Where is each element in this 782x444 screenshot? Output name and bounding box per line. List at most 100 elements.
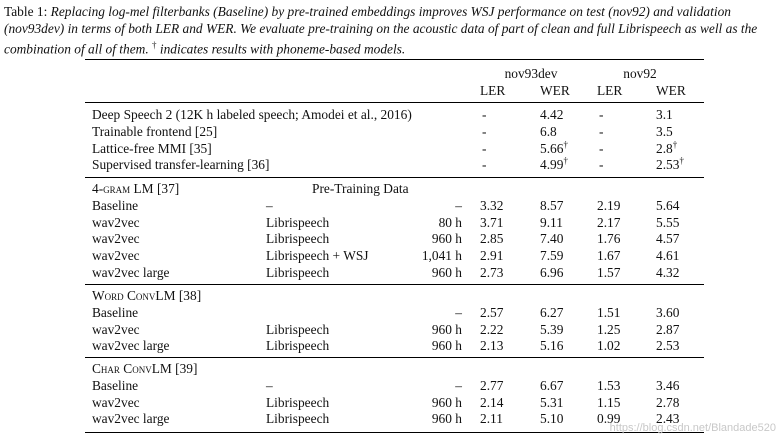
row-test-wer: 2.53 (656, 338, 680, 354)
section1-rule (85, 284, 704, 285)
row-test-wer: 5.64 (656, 197, 680, 213)
row-hours: 1,041 h (421, 248, 462, 264)
watermark: https://blog.csdn.net/Blandade520 (609, 422, 776, 434)
col-dev-wer: WER (540, 83, 570, 98)
row-test-ler: 1.25 (597, 321, 621, 337)
row-model-name: wav2vec (92, 394, 140, 410)
row-hours: 960 h (431, 231, 462, 247)
prior-test-ler: - (599, 107, 604, 122)
row-test-ler: 1.15 (597, 394, 621, 410)
row-test-wer: 4.32 (656, 265, 680, 280)
bottom-rule (85, 432, 704, 434)
row-dev-wer: 7.40 (540, 231, 564, 247)
section-title: Char ConvLM [39] (92, 361, 198, 376)
prior-test-ler: - (599, 157, 604, 173)
row-dev-ler: 2.14 (480, 394, 504, 410)
pretraining-data-header: Pre-Training Data (312, 181, 409, 196)
prior-test-wer-value: 2.8 (656, 140, 673, 156)
caption-dagger: † (152, 40, 157, 50)
row-hours: – (455, 197, 462, 213)
row-dev-ler: 2.73 (480, 265, 504, 280)
dagger-mark: † (679, 155, 684, 166)
prior-dev-wer-value: 4.99 (540, 157, 564, 173)
row-test-ler: 1.51 (597, 304, 621, 320)
row-test-ler: 2.19 (597, 197, 621, 213)
prior-dev-wer-value: 6.8 (540, 123, 557, 139)
section2-rule (85, 357, 704, 358)
header-rule (85, 102, 704, 103)
row-model-name: wav2vec (92, 321, 140, 337)
prior-test-ler: - (599, 140, 604, 156)
prior-test-wer: 2.8† (656, 139, 678, 157)
prior-dev-ler: - (482, 157, 487, 173)
row-pretrain-data: – (266, 377, 273, 393)
prior-dev-wer: 6.8 (540, 124, 557, 140)
row-model-name: wav2vec (92, 248, 140, 264)
row-pretrain-data: Librispeech (266, 231, 330, 247)
row-hours: 960 h (431, 411, 462, 427)
row-test-ler: 1.67 (597, 248, 621, 264)
dagger-mark: † (672, 139, 678, 150)
row-dev-wer: 7.59 (540, 248, 564, 264)
row-pretrain-data: Librispeech (266, 338, 330, 354)
row-model-name: wav2vec large (92, 265, 170, 280)
row-pretrain-data: Librispeech (266, 214, 330, 230)
prior-dev-wer-value: 4.42 (540, 107, 564, 122)
row-test-ler: 0.99 (597, 411, 621, 427)
row-pretrain-data: Librispeech (266, 394, 330, 410)
prior-dev-wer: 4.99† (540, 155, 568, 173)
prior-work-name: Lattice-free MMI [35] (92, 140, 212, 156)
row-test-wer: 2.78 (656, 394, 680, 410)
row-dev-wer: 5.39 (540, 321, 564, 337)
row-test-wer: 4.57 (656, 231, 680, 247)
row-dev-wer: 6.96 (540, 265, 564, 280)
section-title: Word ConvLM [38] (92, 288, 202, 303)
row-dev-wer: 5.16 (540, 338, 564, 354)
row-dev-wer: 9.11 (540, 214, 563, 230)
prior-dev-wer: 5.66† (540, 139, 568, 157)
prior-work-name: Supervised transfer-learning [36] (92, 157, 270, 173)
caption-label: Table 1: (4, 4, 51, 19)
prior-test-wer-value: 2.53 (656, 157, 680, 173)
prior-test-wer-value: 3.5 (656, 123, 673, 139)
prior-test-ler: - (599, 123, 604, 139)
col-test-ler: LER (597, 83, 623, 98)
prior-dev-wer-value: 5.66 (540, 140, 564, 156)
col-test-wer: WER (656, 83, 686, 98)
prior-dev-ler: - (482, 140, 487, 156)
row-dev-wer: 6.27 (540, 304, 564, 320)
row-dev-wer: 8.57 (540, 197, 564, 213)
row-dev-wer: 6.67 (540, 377, 564, 393)
row-hours: – (455, 377, 462, 393)
row-test-wer: 2.87 (656, 321, 680, 337)
row-hours: 960 h (431, 338, 462, 354)
row-test-ler: 1.53 (597, 377, 621, 393)
prior-work-name: Deep Speech 2 (12K h labeled speech; Amo… (92, 107, 412, 122)
row-model-name: wav2vec large (92, 338, 170, 354)
row-hours: 80 h (438, 214, 462, 230)
col-group-nov92: nov92 (623, 66, 657, 81)
row-test-wer: 2.43 (656, 411, 680, 427)
row-test-wer: 5.55 (656, 214, 680, 230)
row-test-wer: 4.61 (656, 248, 680, 264)
dagger-mark: † (563, 139, 568, 150)
row-test-ler: 2.17 (597, 214, 621, 230)
row-dev-ler: 2.85 (480, 231, 504, 247)
row-pretrain-data: Librispeech (266, 321, 330, 337)
dagger-mark: † (563, 155, 568, 166)
row-test-ler: 1.57 (597, 265, 621, 280)
row-dev-ler: 3.32 (480, 197, 504, 213)
row-pretrain-data: – (266, 197, 273, 213)
col-dev-ler: LER (480, 83, 506, 98)
row-dev-ler: 2.11 (480, 411, 503, 427)
row-model-name: wav2vec (92, 231, 140, 247)
col-group-nov93dev: nov93dev (504, 66, 558, 81)
row-hours: 960 h (431, 265, 462, 280)
prior-work-rule (85, 177, 704, 178)
row-model-name: wav2vec (92, 214, 140, 230)
row-test-ler: 1.02 (597, 338, 621, 354)
row-dev-wer: 5.10 (540, 411, 564, 427)
prior-test-wer: 3.1 (656, 107, 673, 123)
prior-dev-ler: - (482, 123, 487, 139)
row-test-wer: 3.46 (656, 377, 680, 393)
